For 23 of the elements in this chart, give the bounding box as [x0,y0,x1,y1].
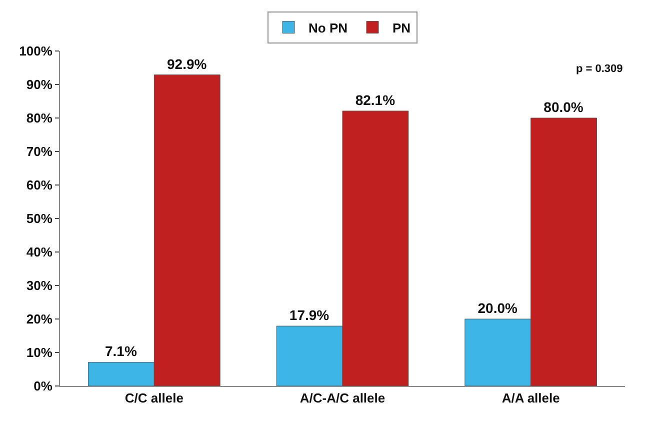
legend-label: PN [392,20,411,36]
y-tick-label: 10% [26,345,53,360]
data-label: 82.1% [355,92,396,108]
y-tick-label: 90% [26,77,53,92]
y-tick-label: 80% [26,110,53,126]
x-tick-label: C/C allele [124,390,184,406]
y-tick-label: 30% [26,278,53,294]
y-tick-label: 40% [26,244,53,260]
annotation: p = 0.309 [576,63,623,75]
y-tick-label: 100% [19,44,53,59]
x-tick-label: A/A allele [502,390,560,406]
y-tick-label: 70% [26,144,53,160]
data-label: 17.9% [289,307,330,324]
y-tick-label: 50% [26,211,53,226]
y-tick-label: 60% [26,178,53,193]
data-label: 20.0% [478,300,518,316]
y-tick-label: 0% [34,378,53,394]
data-label: 80.0% [544,99,584,115]
data-label: 7.1% [104,343,138,360]
legend-label: No PN [308,20,348,36]
y-tick-label: 20% [26,312,53,327]
data-label: 92.9% [167,56,208,72]
x-tick-label: A/C-A/C allele [300,390,386,406]
